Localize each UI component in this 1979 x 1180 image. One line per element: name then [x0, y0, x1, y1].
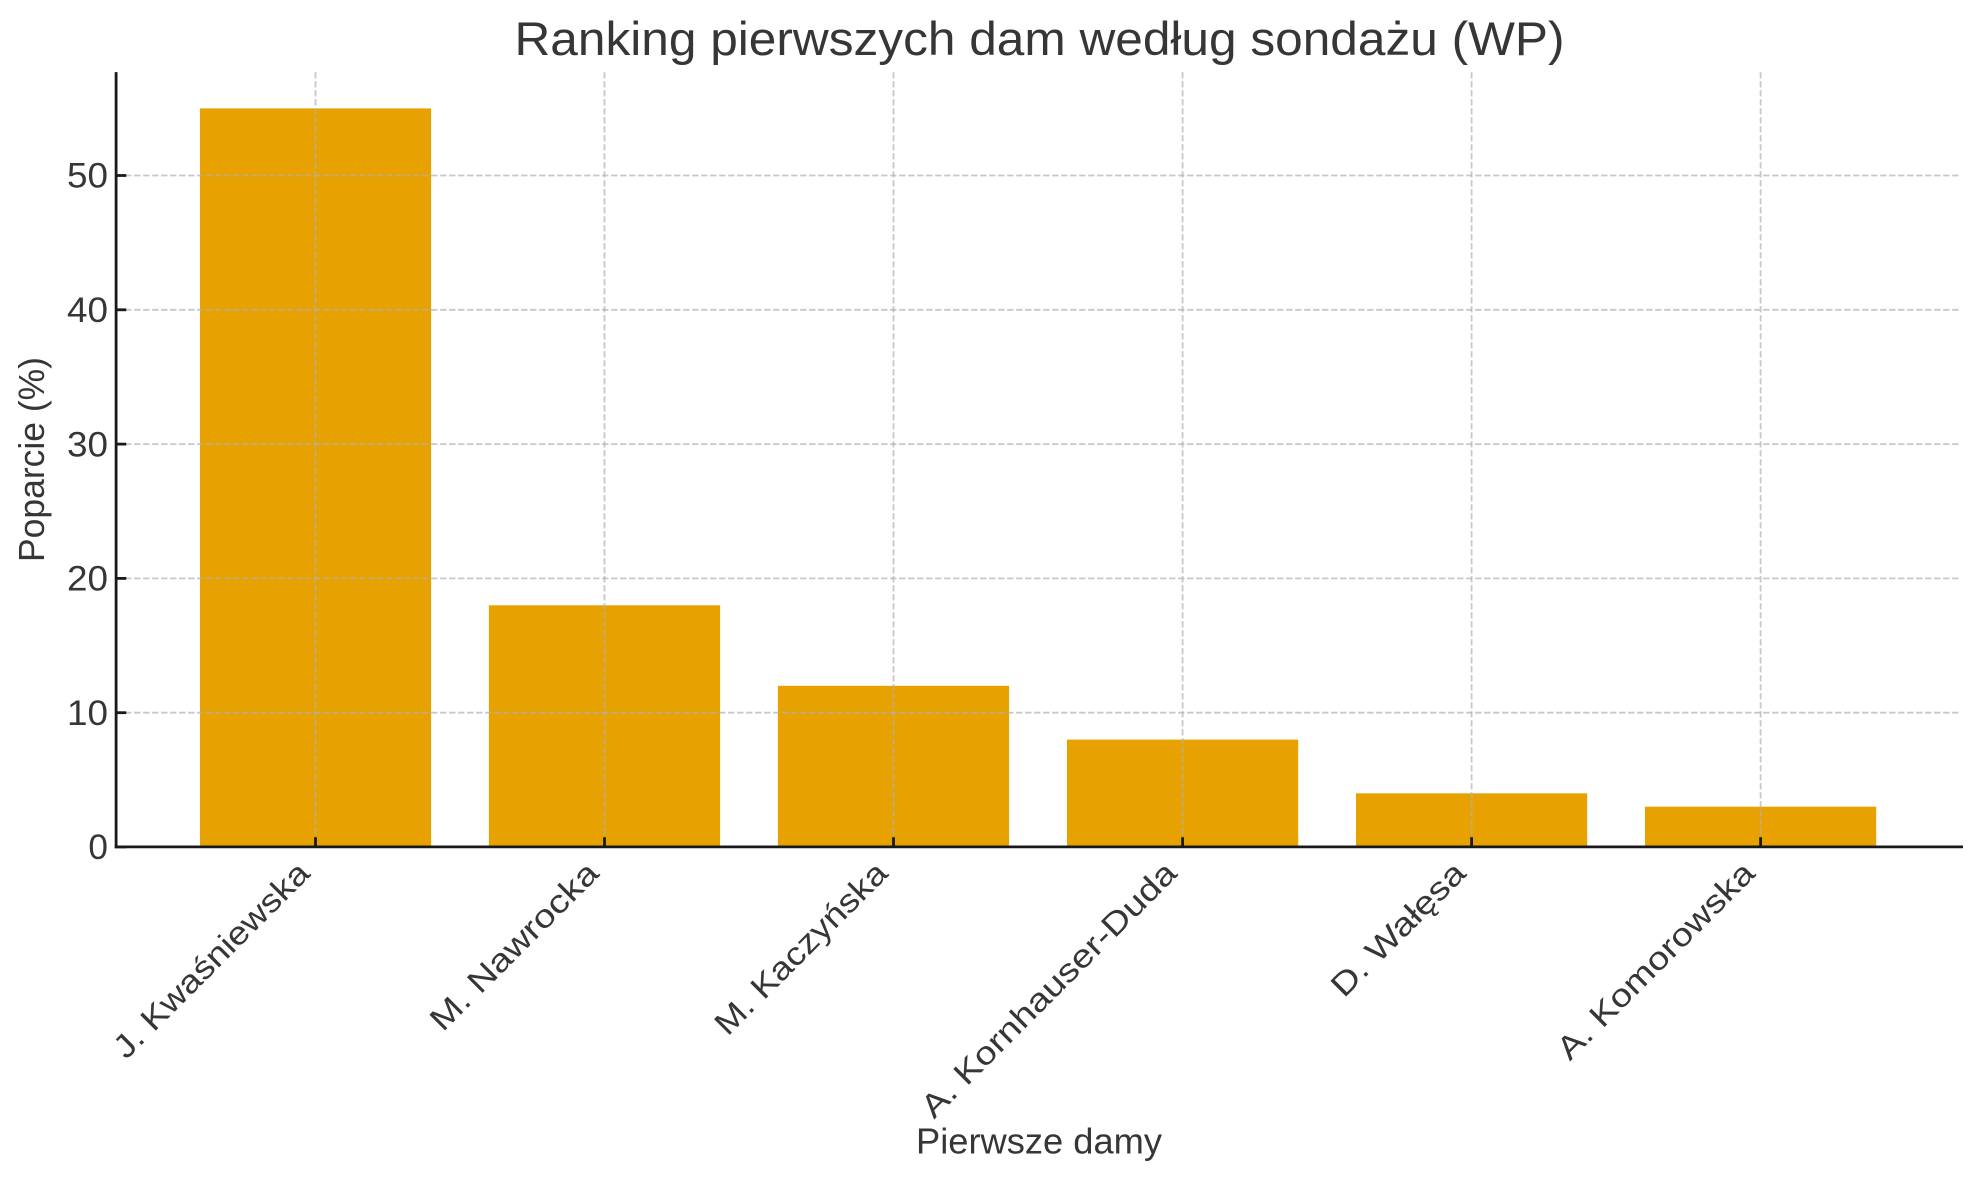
svg-text:Pierwsze damy: Pierwsze damy — [916, 1121, 1163, 1162]
svg-text:20: 20 — [67, 560, 108, 599]
svg-text:30: 30 — [67, 425, 108, 464]
svg-text:Poparcie (%): Poparcie (%) — [11, 357, 52, 562]
svg-text:10: 10 — [67, 694, 108, 733]
svg-text:0: 0 — [88, 828, 108, 867]
svg-text:50: 50 — [67, 157, 108, 196]
svg-text:40: 40 — [67, 291, 108, 330]
svg-text:Ranking pierwszych dam według: Ranking pierwszych dam według sondażu (W… — [515, 13, 1565, 66]
